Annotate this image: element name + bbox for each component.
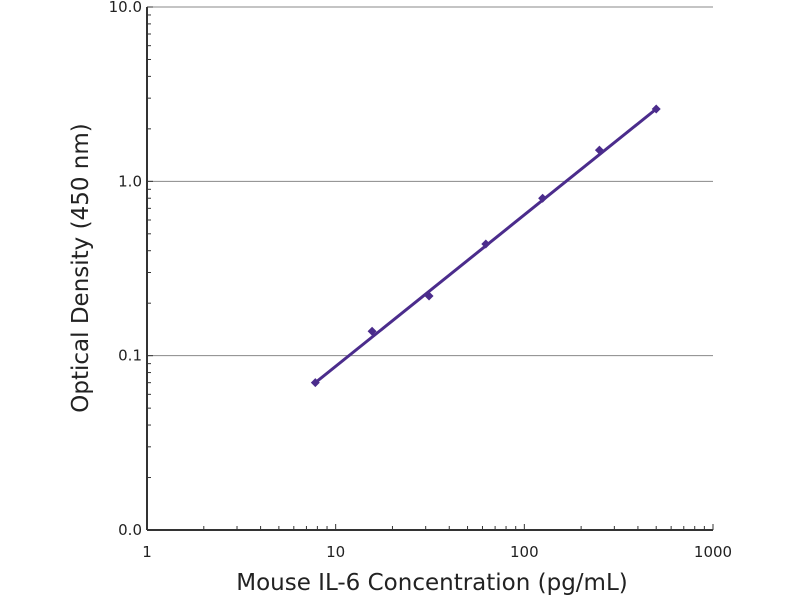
data-point — [651, 104, 661, 114]
y-axis-label: Optical Density (450 nm) — [68, 123, 94, 412]
gridlines — [147, 6, 713, 357]
y-tick-label: 0.1 — [118, 347, 142, 365]
axes — [146, 6, 714, 531]
x-tick-label: 1 — [142, 543, 152, 561]
data-point — [310, 378, 320, 388]
data-point — [594, 145, 604, 155]
x-tick-label: 100 — [510, 543, 539, 561]
data-point — [481, 239, 491, 249]
x-tick-label: 1000 — [694, 543, 732, 561]
tick-labels: 1 10 100 1000 0.0 0.1 1.0 10.0 — [109, 0, 733, 561]
data-point — [367, 326, 377, 336]
y-tick-label: 1.0 — [118, 172, 142, 190]
y-tick-label: 0.0 — [118, 521, 142, 539]
data-point — [424, 291, 434, 301]
x-axis-label: Mouse IL-6 Concentration (pg/mL) — [236, 570, 628, 596]
x-tick-label: 10 — [326, 543, 345, 561]
data-points — [310, 104, 661, 388]
y-tick-label: 10.0 — [109, 0, 142, 16]
data-point — [538, 193, 548, 203]
